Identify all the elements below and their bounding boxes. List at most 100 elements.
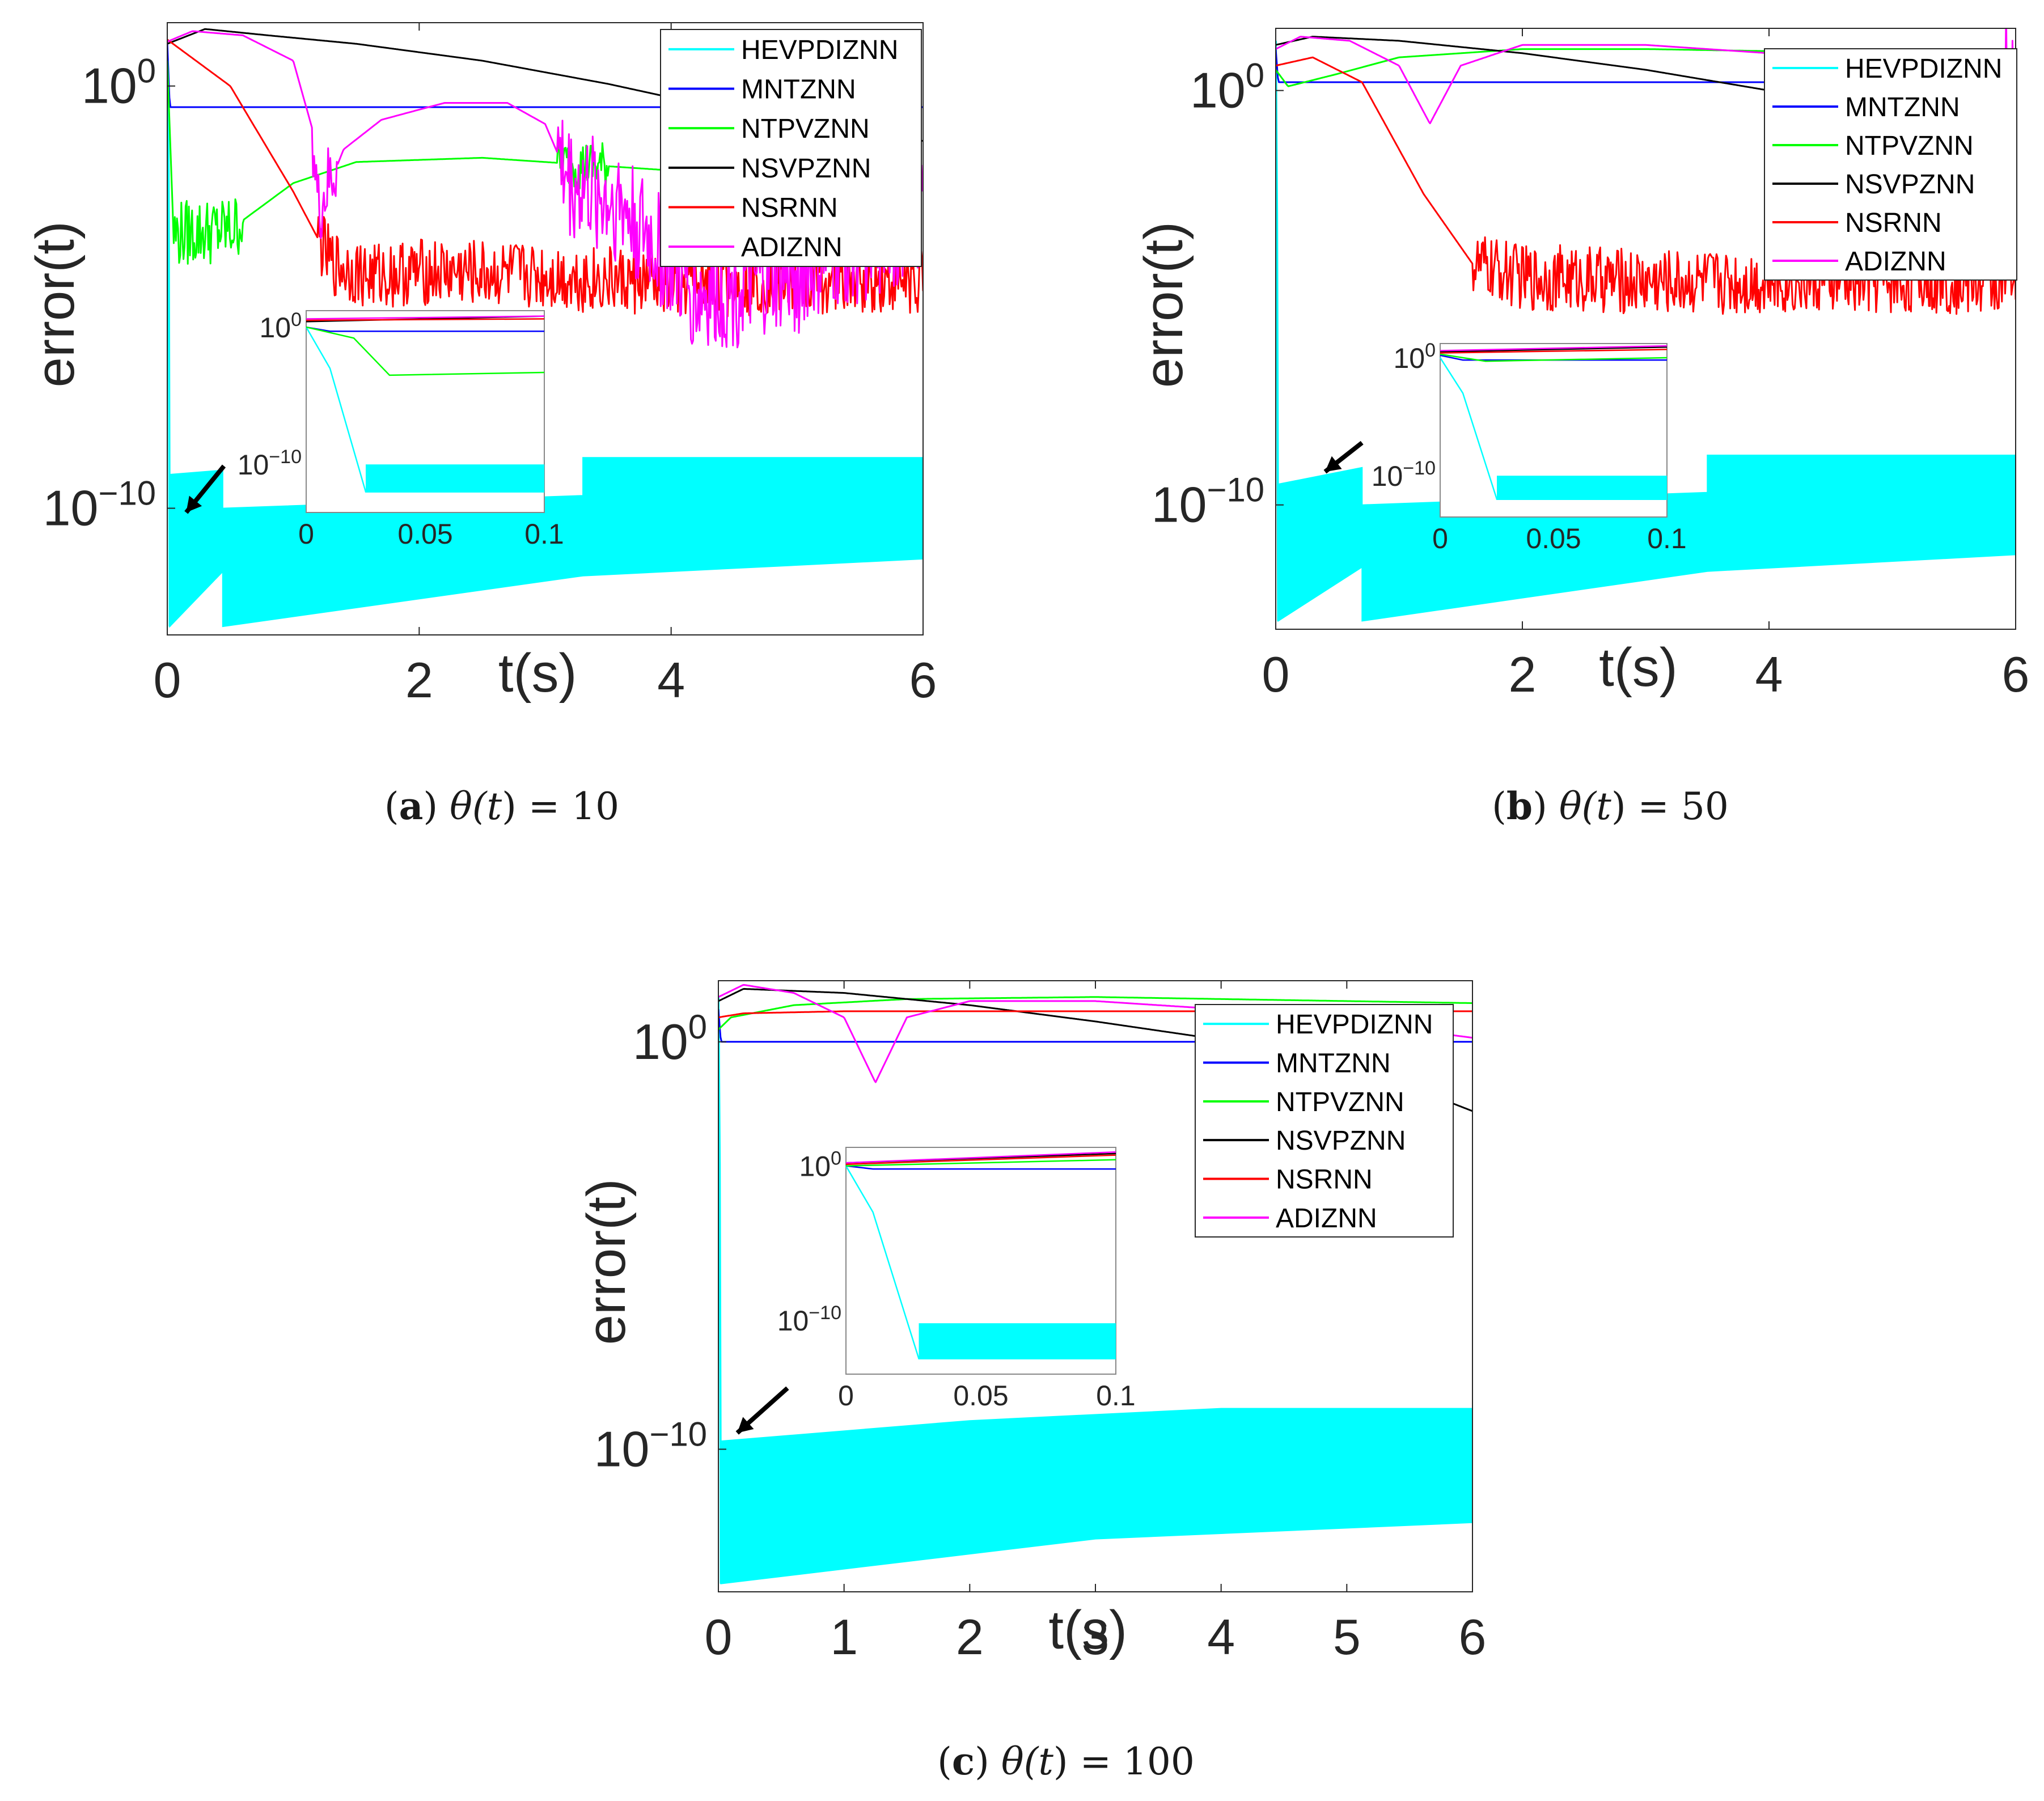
inset-x-tick-label: 0.05 — [1526, 523, 1581, 554]
caption-c: (c) θ(t) = 100 — [937, 1739, 1195, 1783]
caption-theta: θ( — [1001, 1740, 1039, 1783]
arrow-head — [1325, 456, 1342, 472]
inset-y-tick-base: 10 — [799, 1151, 831, 1183]
caption-var: t — [487, 785, 502, 828]
y-tick-base: 10 — [82, 58, 137, 114]
caption-theta: θ( — [1559, 785, 1597, 828]
inset-series-HEVPDIZNN-band — [366, 464, 544, 492]
plot-frame — [167, 22, 924, 635]
y-tick-label: 10−10 — [594, 1415, 707, 1477]
caption-letter: b — [1506, 784, 1533, 828]
legend-label-NTPVZNN: NTPVZNN — [1845, 131, 1974, 161]
inset-series-ADIZNN-line — [306, 315, 545, 320]
legend-box — [660, 29, 922, 267]
x-tick-label: 3 — [1082, 1609, 1110, 1665]
inset-series-ADIZNN-line — [1440, 345, 1668, 351]
x-tick-label: 4 — [657, 652, 685, 708]
caption-var: t — [1038, 1740, 1053, 1783]
inset-series-ADIZNN-line — [845, 1151, 1116, 1164]
inset-y-tick-exponent: −10 — [1403, 457, 1436, 479]
inset-y-tick-label: 10−10 — [1372, 457, 1436, 492]
y-tick-label: 10−10 — [43, 474, 156, 536]
arrow-head — [737, 1417, 754, 1433]
y-tick-exponent: 0 — [1246, 57, 1264, 95]
legend-label-NSVPZNN: NSVPZNN — [1276, 1126, 1406, 1156]
caption-var: t — [1596, 785, 1611, 828]
x-tick-label: 2 — [405, 652, 433, 708]
x-axis-label: t(s) — [498, 643, 577, 704]
plot-frame — [1275, 28, 2016, 630]
legend-label-HEVPDIZNN: HEVPDIZNN — [1276, 1010, 1433, 1040]
inset-series-NSRNN-line — [845, 1154, 1116, 1166]
caption-b: (b) θ(t) = 50 — [1492, 784, 1729, 828]
inset-y-tick-exponent: −10 — [809, 1302, 841, 1324]
inset-y-tick-base: 10 — [1372, 460, 1403, 492]
y-tick-exponent: 0 — [137, 52, 156, 90]
x-tick-label: 2 — [956, 1609, 984, 1665]
caption-letter: c — [952, 1739, 975, 1783]
y-tick-base: 10 — [1152, 477, 1207, 533]
inset-y-tick-label: 10−10 — [238, 446, 302, 481]
inset-series-MNTZNN-line — [845, 1165, 1116, 1170]
inset-x-tick-label: 0.1 — [1096, 1380, 1136, 1412]
series-HEVPDIZNN-band — [169, 457, 923, 628]
x-tick-label: 2 — [1509, 646, 1537, 702]
legend-label-NSRNN: NSRNN — [1845, 208, 1942, 238]
inset-series-MNTZNN-line — [1440, 354, 1667, 361]
legend-label-NSRNN: NSRNN — [741, 193, 838, 223]
captions: (a) θ(t) = 10 (b) θ(t) = 50(c) θ(t) = 100 — [384, 784, 1729, 1783]
caption-value: ) = 10 — [502, 785, 619, 828]
inset-y-tick-label: 100 — [1393, 340, 1436, 374]
caption-letter: a — [399, 784, 424, 828]
legend-label-HEVPDIZNN: HEVPDIZNN — [1845, 54, 2002, 84]
y-tick-exponent: 0 — [688, 1008, 707, 1046]
legend-label-NTPVZNN: NTPVZNN — [741, 114, 870, 144]
legend-box — [1764, 48, 2017, 281]
x-tick-label: 4 — [1207, 1609, 1235, 1665]
legend-label-ADIZNN: ADIZNN — [1845, 247, 1946, 277]
y-tick-exponent: −10 — [650, 1415, 708, 1453]
inset-y-tick-label: 10−10 — [777, 1302, 841, 1337]
inset-series-NTPVZNN-line — [306, 326, 545, 376]
series-HEVPDIZNN-band — [1277, 455, 2016, 622]
inset-y-tick-base: 10 — [1393, 342, 1425, 374]
inset-y-tick-base: 10 — [259, 312, 291, 344]
caption-paren-close: ) — [423, 785, 450, 828]
inset-y-tick-base: 10 — [777, 1305, 809, 1337]
inset-x-tick-label: 0 — [298, 518, 314, 550]
legend-label-ADIZNN: ADIZNN — [1276, 1204, 1377, 1234]
y-tick-base: 10 — [43, 480, 99, 536]
series-NTPVZNN-line — [718, 996, 1472, 1031]
x-tick-label: 1 — [830, 1609, 858, 1665]
inset-series-NTPVZNN-line — [1440, 353, 1668, 362]
x-tick-label: 5 — [1333, 1609, 1361, 1665]
x-tick-label: 6 — [1459, 1609, 1487, 1665]
caption-paren-open: ( — [937, 1740, 952, 1783]
y-tick-label: 100 — [633, 1008, 707, 1070]
y-tick-base: 10 — [1190, 62, 1246, 118]
inset-x-tick-label: 0.1 — [524, 518, 564, 550]
y-tick-base: 10 — [633, 1014, 688, 1070]
x-tick-label: 0 — [154, 652, 181, 708]
inset-x-tick-label: 0.1 — [1647, 523, 1687, 554]
y-axis-label: error(t) — [576, 1179, 637, 1345]
inset-y-tick-base: 10 — [238, 449, 269, 481]
series-HEVPDIZNN-band — [720, 1408, 1472, 1584]
legend-label-ADIZNN: ADIZNN — [741, 232, 843, 262]
y-tick-label: 10−10 — [1152, 471, 1264, 533]
inset-x-tick-label: 0.05 — [397, 518, 452, 550]
inset-x-tick-label: 0.05 — [953, 1380, 1008, 1412]
inset-series-NTPVZNN-line — [845, 1159, 1116, 1167]
legend: HEVPDIZNN MNTZNN NTPVZNN NSVPZNN NSRNN ADIZNN — [1764, 48, 2017, 281]
x-tick-label: 0 — [705, 1609, 733, 1665]
y-tick-base: 10 — [594, 1421, 650, 1477]
caption-value: ) = 100 — [1053, 1740, 1195, 1783]
y-axis-label: error(t) — [1133, 222, 1194, 388]
